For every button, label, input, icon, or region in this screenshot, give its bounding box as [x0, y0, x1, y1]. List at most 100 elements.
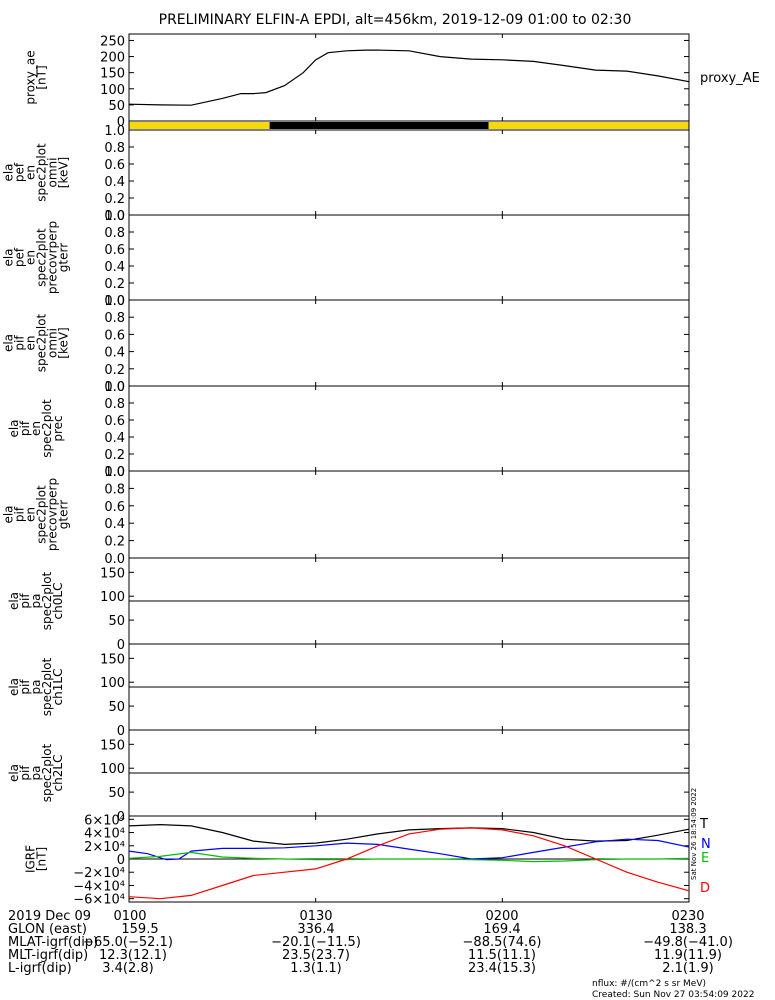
y-tick-label: 50 — [108, 614, 125, 629]
y-tick-label: 0.6 — [104, 500, 125, 515]
orbit-cell: 138.3 — [669, 922, 706, 937]
y-tick-label: 150 — [100, 566, 125, 581]
y-axis-label: en — [24, 165, 38, 180]
y-axis-label: [keV] — [57, 327, 71, 358]
y-axis-label: spec2plot — [35, 485, 49, 544]
y-axis-label: ela — [2, 163, 16, 181]
orbit-cell: 159.5 — [121, 922, 158, 937]
y-tick-label: 4×10⁴ — [84, 827, 125, 842]
panel-status_bar — [128, 120, 690, 131]
status-segment — [269, 122, 489, 129]
y-axis-label: [nT] — [35, 847, 49, 871]
y-tick-label: 0.4 — [104, 175, 125, 190]
y-axis-label: spec2plot — [35, 143, 49, 202]
y-tick-label: 2×10⁴ — [84, 840, 125, 855]
y-axis-label: pif — [18, 593, 32, 609]
y-tick-label: 50 — [108, 786, 125, 801]
y-tick-label: 150 — [100, 738, 125, 753]
y-tick-label: 50 — [108, 700, 125, 715]
y-axis-label: precovrperp — [46, 478, 60, 551]
y-tick-label: 1.0 — [104, 380, 125, 395]
y-axis-label: pif — [18, 420, 32, 436]
y-axis-label: pif — [18, 679, 32, 695]
y-tick-label: 0.0 — [104, 465, 125, 480]
orbit-cell: 11.9(11.9) — [654, 948, 722, 963]
y-axis-label: [nT] — [35, 65, 49, 89]
orbit-row-label: 2019 Dec 09 — [8, 909, 91, 924]
y-tick-label: 0.2 — [104, 535, 125, 550]
y-axis-label: prec — [51, 415, 65, 441]
y-tick-label: 100 — [100, 762, 125, 777]
y-axis-label: IGRF — [24, 845, 38, 873]
orbit-row-label: L-igrf(dip) — [8, 961, 72, 976]
orbit-cell: 1.3(1.1) — [290, 961, 342, 976]
status-segment — [129, 122, 270, 129]
series-line-e — [128, 851, 690, 863]
y-tick-label: 0.2 — [104, 448, 125, 463]
y-axis-label: spec2plot — [40, 399, 54, 458]
orbit-cell: 23.4(15.3) — [468, 961, 536, 976]
y-axis-label: ela — [2, 334, 16, 352]
y-tick-label: 0 — [117, 115, 125, 130]
y-axis-label: pif — [13, 335, 27, 351]
y-axis-label: spec2plot — [35, 313, 49, 372]
orbit-cell: 23.5(23.7) — [282, 948, 350, 963]
legend-d: D — [700, 881, 710, 896]
y-tick-label: 0.6 — [104, 158, 125, 173]
y-tick-label: 0 — [117, 810, 125, 825]
y-tick-label: 0.0 — [104, 552, 125, 567]
orbit-cell: 0200 — [485, 909, 518, 924]
y-tick-label: 0.8 — [104, 482, 125, 497]
y-axis-label: spec2plot — [40, 571, 54, 630]
y-axis-label: pef — [13, 247, 27, 267]
y-tick-label: −4×10⁴ — [73, 879, 125, 894]
y-axis-label: pa — [29, 594, 43, 609]
orbit-cell: −65.0(−52.1) — [83, 935, 173, 950]
legend-proxy-ae: proxy_AE — [700, 71, 760, 86]
plot-frame — [128, 129, 690, 216]
y-axis-label: omni — [46, 328, 60, 358]
y-tick-label: 0.0 — [104, 209, 125, 224]
y-axis-label: spec2plot — [40, 657, 54, 716]
orbit-cell: −49.8(−41.0) — [643, 935, 733, 950]
y-axis-label: ela — [2, 248, 16, 266]
y-axis-label: en — [29, 421, 43, 436]
panel-pif_omni: 0.0 0.2 0.4 0.6 0.8 1.0 elapifenspec2plotomni[… — [2, 294, 690, 395]
y-axis-label: spec2plot — [40, 743, 54, 802]
y-tick-label: 1.0 — [104, 294, 125, 309]
plot-frame — [128, 214, 690, 301]
series-line-d — [128, 827, 690, 900]
orbit-cell: 0100 — [113, 909, 146, 924]
y-tick-label: 0.8 — [104, 311, 125, 326]
y-tick-label: 0.4 — [104, 431, 125, 446]
y-tick-label: 0.2 — [104, 192, 125, 207]
y-axis-label: spec2plot — [35, 228, 49, 287]
y-axis-label: gterr — [57, 500, 71, 529]
y-tick-label: 0.2 — [104, 277, 125, 292]
panel-pif_perp: 0.0 0.2 0.4 0.6 0.8 1.0 elapifenspec2plotpreco… — [2, 465, 690, 567]
y-tick-label: 100 — [100, 590, 125, 605]
y-tick-label: 0.4 — [104, 346, 125, 361]
y-axis-label: ch0LC — [51, 583, 65, 620]
y-tick-label: 0.8 — [104, 397, 125, 412]
orbit-cell: 169.4 — [483, 922, 520, 937]
y-axis-label: ela — [7, 419, 21, 437]
series-line-proxy_ae — [128, 49, 690, 106]
y-tick-label: 0 — [117, 724, 125, 739]
y-axis-label: en — [24, 336, 38, 351]
y-tick-label: 0 — [117, 638, 125, 653]
y-axis-label: ela — [7, 592, 21, 610]
y-tick-label: 150 — [100, 67, 125, 82]
plot-frame — [128, 299, 690, 387]
orbit-cell: 0130 — [299, 909, 332, 924]
y-tick-label: 0 — [117, 853, 125, 868]
panel-igrf: −6×10⁴−4×10⁴−2×10⁴02×10⁴4×10⁴6×10⁴IGRF[n… — [24, 813, 690, 908]
y-axis-label: ch2LC — [51, 755, 65, 792]
series-line-n — [128, 838, 690, 861]
vertical-timestamp: Sat Nov 26 18:54:09 2022 — [690, 788, 698, 880]
y-axis-label: precovrperp — [46, 221, 60, 294]
